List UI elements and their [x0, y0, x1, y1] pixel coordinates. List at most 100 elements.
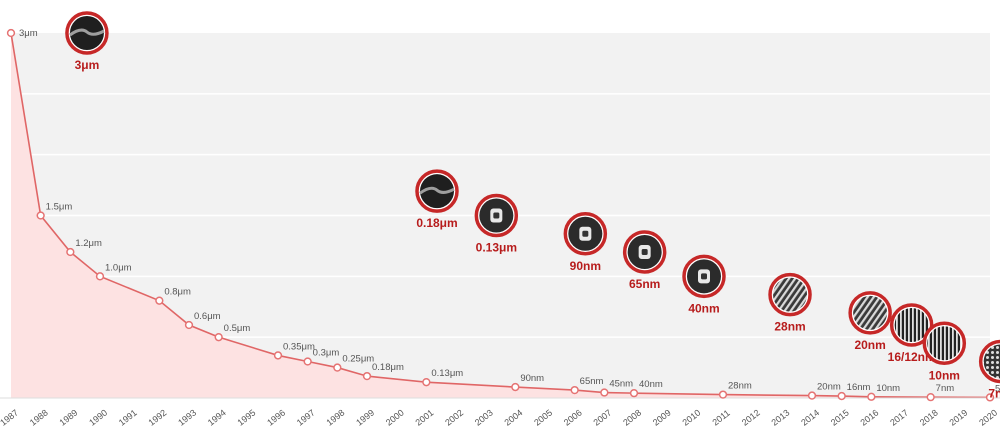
x-tick-label: 2010: [681, 408, 703, 428]
data-point: [570, 385, 579, 395]
data-markers: [6, 28, 995, 402]
x-tick-label: 2015: [829, 408, 851, 428]
x-tick-label: 1994: [206, 408, 228, 428]
data-label: 1.2μm: [75, 238, 102, 249]
x-tick-label: 2019: [948, 408, 970, 428]
data-label: 7nm: [936, 383, 955, 394]
x-tick-label: 2011: [710, 408, 731, 428]
data-point: [36, 211, 45, 220]
data-labels: 3μm1.5μm1.2μm1.0μm0.8μm0.6μm0.5μm0.35μm0…: [19, 28, 1000, 394]
sem-fin-array-icon: [773, 277, 808, 312]
sem-mesh-icon: [983, 344, 1000, 379]
area-fill: [11, 33, 990, 398]
x-tick-label: 1990: [87, 408, 109, 428]
node-label: 0.18μm: [416, 216, 457, 230]
sem-transistor-icon: [687, 259, 721, 294]
data-label: 0.5μm: [224, 323, 251, 334]
x-tick-label: 2020: [977, 408, 999, 428]
x-tick-label: 1993: [176, 408, 198, 428]
x-tick-label: 2009: [651, 408, 673, 428]
data-point: [718, 390, 728, 399]
data-point: [985, 393, 995, 402]
node-bubble: 16/12nm: [888, 303, 936, 364]
data-point: [214, 333, 223, 342]
data-point: [155, 296, 164, 305]
node-bubble: 20nm: [848, 291, 892, 352]
data-label: 1.0μm: [105, 262, 132, 273]
data-point: [837, 391, 846, 401]
data-point: [362, 371, 372, 381]
data-point: [66, 247, 75, 257]
data-point: [333, 363, 342, 372]
x-tick-label: 2000: [384, 408, 406, 428]
data-label: 3μm: [19, 28, 38, 39]
node-bubble: 28nm: [768, 272, 812, 334]
x-tick-label: 2006: [562, 408, 584, 428]
x-tick-label: 1999: [354, 408, 376, 428]
data-label: 0.8μm: [164, 287, 191, 298]
node-label: 90nm: [570, 259, 601, 273]
data-label: 5nm: [995, 383, 1000, 394]
data-label: 0.13μm: [431, 368, 463, 379]
data-label: 90nm: [520, 373, 544, 384]
data-point: [600, 388, 609, 397]
data-label: 0.25μm: [342, 354, 374, 365]
x-tick-label: 2012: [740, 408, 762, 428]
node-bubble: 65nm: [622, 230, 667, 291]
series-line: [10, 32, 991, 399]
x-tick-label: 2018: [918, 408, 940, 428]
node-label: 0.13μm: [476, 241, 517, 255]
data-label: 65nm: [580, 376, 604, 387]
data-label: 40nm: [639, 379, 663, 390]
node-bubble: 7nm: [978, 339, 1000, 401]
data-label: 0.18μm: [372, 362, 404, 373]
sem-fin-array-icon: [927, 326, 962, 361]
data-label: 28nm: [728, 381, 752, 392]
node-label: 7nm: [988, 387, 1000, 401]
node-bubble: 90nm: [563, 212, 608, 273]
x-tick-label: 2001: [414, 408, 436, 428]
node-label: 28nm: [774, 320, 805, 334]
node-label: 65nm: [629, 277, 660, 291]
x-tick-label: 2004: [503, 408, 525, 428]
data-point: [807, 391, 817, 400]
sem-cross-section-icon: [69, 16, 105, 50]
x-tick-label: 2013: [770, 408, 792, 428]
x-tick-label: 1988: [28, 408, 50, 428]
x-tick-label: 2002: [443, 408, 465, 428]
sem-transistor-icon: [479, 198, 514, 233]
data-point: [6, 28, 16, 38]
data-label: 10nm: [876, 383, 900, 394]
x-tick-label: 1996: [265, 408, 287, 428]
data-label: 0.3μm: [313, 348, 340, 359]
data-label: 45nm: [609, 379, 633, 390]
x-tick-label: 2014: [799, 408, 821, 428]
data-point: [422, 378, 431, 387]
data-point: [273, 351, 283, 360]
node-bubble: 10nm: [922, 321, 967, 382]
node-label: 16/12nm: [888, 350, 936, 364]
x-tick-label: 1989: [58, 408, 80, 428]
data-label: 16nm: [847, 382, 871, 393]
data-point: [184, 320, 194, 330]
node-label: 10nm: [929, 368, 960, 382]
data-label: 20nm: [817, 382, 841, 393]
data-point: [303, 357, 312, 366]
x-tick-label: 1998: [325, 408, 347, 428]
x-tick-label: 1991: [117, 408, 139, 428]
x-tick-label: 2017: [888, 408, 910, 428]
node-label: 3μm: [75, 58, 100, 72]
x-tick-label: 2003: [473, 408, 495, 428]
x-tick-labels: 1987 1988 1989 1990 1991 1992 1993 1994 1995 1996…: [0, 408, 999, 428]
data-point: [629, 388, 639, 398]
node-bubble: 40nm: [682, 254, 726, 315]
data-label: 0.6μm: [194, 311, 221, 322]
node-bubble: 3μm: [65, 11, 109, 72]
data-label: 1.5μm: [46, 202, 73, 213]
x-tick-label: 2005: [532, 408, 554, 428]
sem-transistor-icon: [627, 235, 662, 269]
x-tick-label: 1997: [295, 408, 317, 428]
node-bubble: 0.13μm: [474, 193, 519, 255]
